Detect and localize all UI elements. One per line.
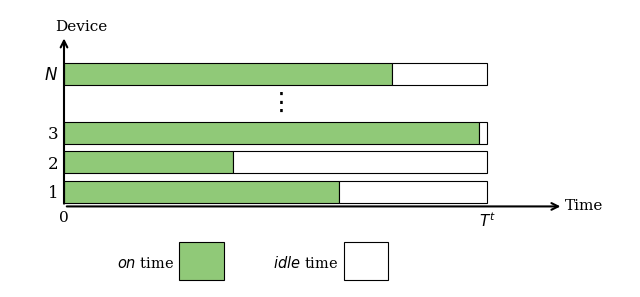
Text: Time: Time xyxy=(565,199,604,214)
Text: 0: 0 xyxy=(59,211,69,225)
Bar xyxy=(344,242,388,280)
Bar xyxy=(233,151,487,173)
Bar xyxy=(179,242,224,280)
Text: $\mathit{idle}$ time: $\mathit{idle}$ time xyxy=(273,255,339,271)
Bar xyxy=(64,181,339,203)
Bar xyxy=(339,181,487,203)
Text: $T^t$: $T^t$ xyxy=(479,211,495,230)
Bar xyxy=(64,63,392,85)
Text: $\mathit{on}$ time: $\mathit{on}$ time xyxy=(116,255,174,271)
Text: $\vdots$: $\vdots$ xyxy=(268,92,284,115)
Text: Device: Device xyxy=(56,20,108,34)
Bar xyxy=(479,122,487,144)
Bar xyxy=(64,151,233,173)
Bar xyxy=(64,122,479,144)
Bar xyxy=(392,63,487,85)
